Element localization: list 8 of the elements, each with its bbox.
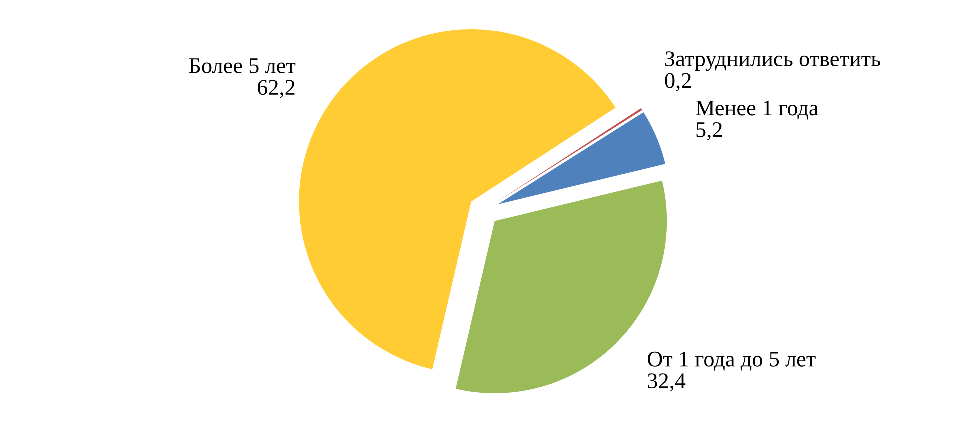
slice-label: Более 5 лет xyxy=(189,58,296,74)
data-label: 62,2 xyxy=(258,80,295,98)
data-label: 32,4 xyxy=(648,374,686,392)
data-label: 0,2 xyxy=(665,73,691,92)
slice-label: Затруднились ответить xyxy=(665,52,881,72)
slice-label: От 1 года до 5 лет xyxy=(648,352,816,371)
slice-label: Менее 1 года xyxy=(696,100,819,120)
data-label: 5,2 xyxy=(696,122,722,141)
